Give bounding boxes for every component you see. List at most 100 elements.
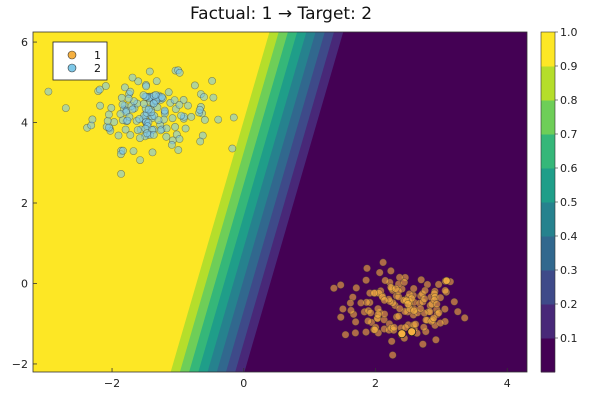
highlighted-point <box>397 329 407 339</box>
scatter-point <box>341 330 350 339</box>
colorbar-tick-label: 0.6 <box>560 162 578 175</box>
legend-marker-2 <box>67 63 77 73</box>
scatter-point <box>401 323 410 332</box>
scatter-point <box>364 317 372 325</box>
scatter-point <box>429 314 438 322</box>
colorbar-tick-label: 1.0 <box>560 26 578 39</box>
colorbar-tick-label: 0.2 <box>560 298 578 311</box>
scatter-point <box>394 312 403 321</box>
scatter-point <box>107 104 116 112</box>
scatter-point <box>179 96 188 104</box>
scatter-point <box>121 83 129 92</box>
scatter-point <box>362 276 370 285</box>
legend: 12 <box>52 41 108 81</box>
scatter-point <box>421 286 429 295</box>
y-tick-label: 2 <box>21 197 28 210</box>
scatter-point <box>436 319 445 327</box>
scatter-point <box>95 85 104 94</box>
scatter-point <box>129 147 138 155</box>
scatter-point <box>200 93 208 101</box>
scatter-point <box>128 105 137 114</box>
scatter-point <box>434 308 443 317</box>
scatter-point <box>196 137 205 146</box>
scatter-point <box>370 289 379 297</box>
scatter-point <box>336 281 345 289</box>
chart-title: Factual: 1 → Target: 2 <box>190 4 372 24</box>
scatter-point <box>417 275 426 284</box>
scatter-point <box>105 123 113 132</box>
scatter-point <box>164 88 173 97</box>
scatter-point <box>209 93 218 102</box>
scatter-point <box>395 273 404 282</box>
scatter-point <box>126 87 135 96</box>
scatter-point <box>154 116 163 124</box>
scatter-point <box>208 77 216 85</box>
scatter-point <box>175 68 184 77</box>
scatter-point <box>121 125 130 134</box>
scatter-point <box>61 104 70 112</box>
scatter-point <box>410 306 418 315</box>
y-tick-label: 0 <box>21 277 28 290</box>
scatter-point <box>103 117 112 125</box>
scatter-point <box>351 317 360 326</box>
scatter-point <box>388 351 397 359</box>
scatter-point <box>162 132 171 141</box>
y-tick-label: 4 <box>21 117 28 130</box>
x-tick-label: −2 <box>104 377 120 390</box>
scatter-point <box>195 105 204 114</box>
scatter-point <box>400 278 409 287</box>
scatter-point <box>44 87 53 96</box>
scatter-point <box>143 129 151 138</box>
axes: −2 0 2 4 −2 0 2 4 6 <box>12 31 528 390</box>
scatter-point <box>411 320 420 329</box>
scatter-point <box>156 126 165 135</box>
series-2 <box>44 66 238 178</box>
scatter-point <box>118 100 127 109</box>
legend-label-1: 1 <box>94 49 101 62</box>
scatter-point <box>380 296 389 305</box>
scatter-point <box>105 110 113 119</box>
colorbar-tick-label: 0.5 <box>560 196 578 209</box>
colorbar-segment <box>541 134 555 169</box>
scatter-point <box>139 91 148 99</box>
scatter-point <box>136 156 144 164</box>
plot-area <box>33 32 527 372</box>
colorbar-tick-label: 0.8 <box>560 94 578 107</box>
colorbar-segment <box>541 270 555 305</box>
axes-frame <box>32 31 528 373</box>
scatter-point <box>101 82 110 90</box>
scatter-point <box>88 115 97 124</box>
scatter-point <box>418 340 427 349</box>
scatter-point <box>346 299 355 307</box>
colorbar-segment <box>541 338 555 373</box>
colorbar-segment <box>541 202 555 237</box>
scatter-point <box>184 101 192 110</box>
highlighted-point <box>407 327 417 337</box>
legend-marker-1 <box>67 50 77 60</box>
series-1 <box>329 258 469 359</box>
scatter-point <box>390 323 398 332</box>
colorbar-segment <box>541 236 555 271</box>
scatter-point <box>453 307 462 316</box>
scatter-point <box>168 114 177 123</box>
colorbar-tick-label: 0.1 <box>560 332 578 345</box>
scatter-point <box>117 93 126 102</box>
scatter-point <box>362 328 370 336</box>
colorbar-tick-label: 0.7 <box>560 128 578 141</box>
y-tick-label: 6 <box>21 36 28 49</box>
scatter-point <box>409 284 418 293</box>
scatter-point <box>128 73 137 82</box>
x-tick-label: 0 <box>240 377 247 390</box>
scatter-point <box>135 115 144 123</box>
scatter-point <box>370 325 379 334</box>
scatter-point <box>160 106 169 115</box>
scatter-point <box>395 304 404 313</box>
scatter-point <box>187 113 196 121</box>
scatter-point <box>116 110 125 118</box>
scatter-point <box>228 144 237 153</box>
scatter-point <box>431 335 440 344</box>
scatter-point <box>124 94 133 103</box>
scatter-point <box>117 169 125 178</box>
scatter-point <box>123 116 132 125</box>
scatter-point <box>170 96 179 104</box>
